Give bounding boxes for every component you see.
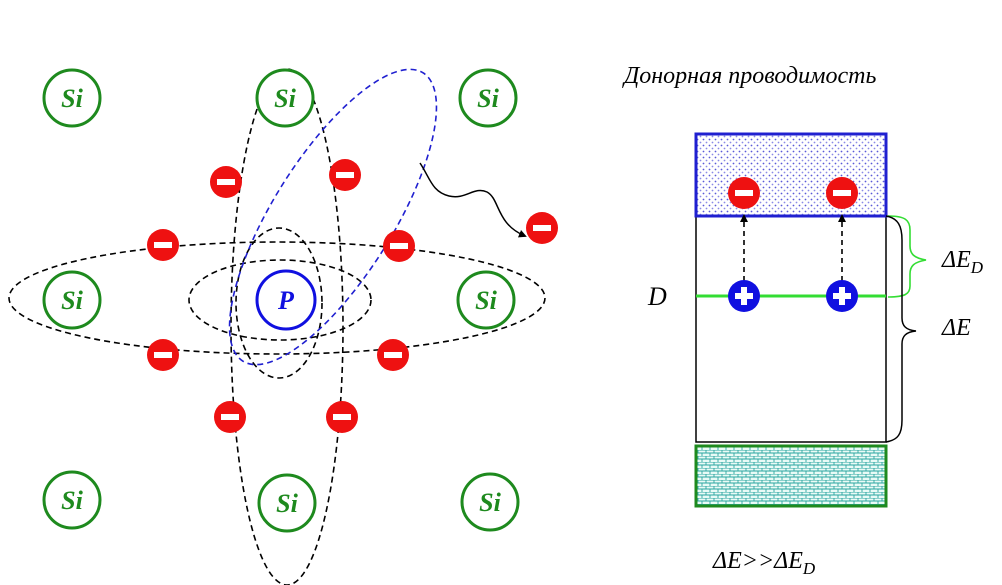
electron [383, 230, 415, 262]
phosphorus-label: P [277, 286, 295, 315]
electron [326, 401, 358, 433]
silicon-atom: Si [42, 270, 102, 330]
silicon-label: Si [61, 486, 83, 515]
electron [214, 401, 246, 433]
electron [329, 159, 361, 191]
electron [377, 339, 409, 371]
silicon-atom: Si [458, 68, 518, 128]
lattice-electrons [147, 159, 558, 433]
donor-gap-label: ΔED [941, 247, 984, 277]
vertical-orbit [230, 68, 344, 585]
electron [147, 229, 179, 261]
silicon-label: Si [61, 84, 83, 113]
horizontal-orbit [8, 241, 546, 355]
silicon-label: Si [61, 286, 83, 315]
free-electron [526, 212, 558, 244]
phosphorus-atom: P [255, 269, 317, 331]
electron [147, 339, 179, 371]
silicon-label: Si [479, 488, 501, 517]
escape-trajectory [419, 162, 527, 238]
silicon-atom: Si [257, 473, 317, 533]
band-diagram-title: Донорная проводимость [622, 63, 876, 89]
silicon-label: Si [475, 286, 497, 315]
free-electron-orbit [228, 68, 438, 366]
silicon-atom: Si [255, 68, 315, 128]
silicon-label: Si [276, 489, 298, 518]
silicon-atoms: Si Si Si Si Si Si [42, 68, 520, 533]
conduction-electron [826, 177, 858, 209]
donor-gap-brace [887, 215, 927, 298]
electron [210, 166, 242, 198]
inner-vertical-orbit [235, 227, 323, 379]
silicon-atom: Si [42, 470, 102, 530]
crystal-lattice: Si Si Si Si Si Si [8, 68, 558, 585]
valence-band [694, 444, 888, 508]
band-gap-brace [885, 215, 917, 443]
band-diagram: Донорная проводимость D [622, 63, 984, 578]
conduction-band [694, 132, 888, 218]
silicon-atom: Si [456, 270, 516, 330]
donor-ion [728, 280, 760, 312]
silicon-atom: Si [460, 472, 520, 532]
band-gap-label: ΔE [941, 315, 971, 341]
inner-horizontal-orbit [188, 259, 372, 341]
conduction-electron [728, 177, 760, 209]
silicon-label: Si [274, 84, 296, 113]
silicon-label: Si [477, 84, 499, 113]
band-gap-region [695, 215, 887, 443]
gap-relation-label: ΔE>>ΔED [712, 548, 816, 578]
donor-ion [826, 280, 858, 312]
silicon-atom: Si [42, 68, 102, 128]
donor-level-label: D [647, 282, 667, 311]
